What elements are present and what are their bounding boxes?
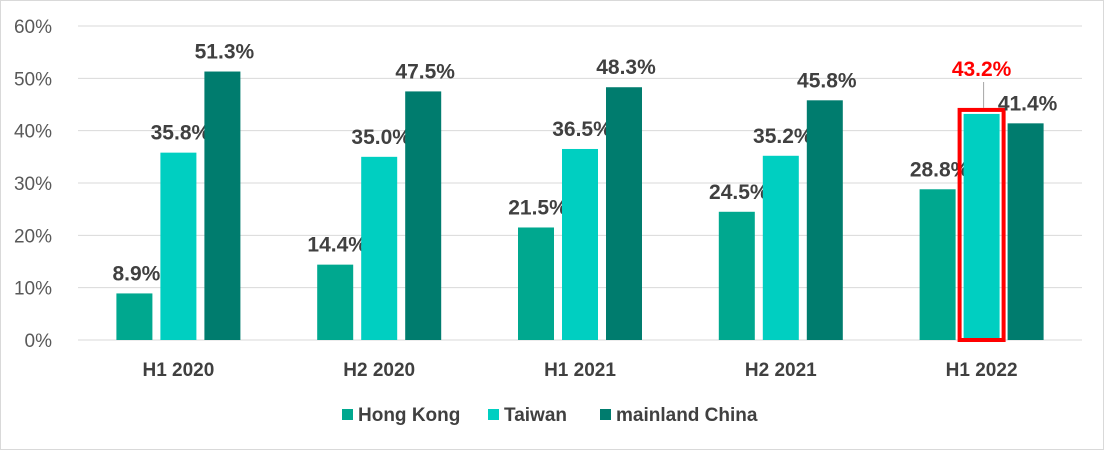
bar [317, 264, 354, 340]
data-label: 36.5% [552, 118, 612, 141]
x-tick-label: H1 2020 [142, 360, 214, 381]
bar [762, 155, 799, 340]
bar [405, 91, 442, 341]
bar [718, 211, 755, 340]
x-tick-label: H1 2022 [946, 360, 1018, 381]
data-label: 35.8% [151, 122, 211, 145]
data-label: 48.3% [596, 56, 656, 79]
y-tick-label: 0% [25, 331, 53, 352]
y-tick-label: 50% [14, 69, 52, 90]
data-label: 8.9% [112, 262, 160, 285]
data-label-highlight: 43.2% [952, 58, 1012, 81]
bar [919, 189, 956, 340]
y-tick-label: 30% [14, 174, 52, 195]
data-label: 28.8% [910, 158, 970, 181]
legend-label: Hong Kong [358, 405, 460, 426]
x-tick-label: H2 2021 [745, 360, 817, 381]
legend-swatch [488, 409, 499, 420]
legend-label: Taiwan [504, 405, 567, 426]
x-tick-label: H2 2020 [343, 360, 415, 381]
y-tick-label: 20% [14, 226, 52, 247]
y-tick-label: 60% [14, 17, 52, 38]
data-label: 47.5% [395, 60, 455, 83]
bar [606, 87, 642, 340]
bar [518, 227, 554, 340]
y-tick-label: 10% [14, 279, 52, 300]
data-label: 14.4% [307, 234, 367, 257]
bar [963, 113, 1000, 340]
bar [160, 152, 197, 340]
bar [1007, 123, 1044, 340]
bar [806, 100, 843, 341]
data-label: 24.5% [709, 181, 769, 204]
data-label: 35.2% [753, 125, 813, 148]
bar [562, 148, 598, 340]
bar [204, 71, 241, 340]
data-label: 51.3% [195, 41, 255, 64]
legend-swatch [342, 409, 353, 420]
data-label: 45.8% [797, 69, 857, 92]
y-tick-label: 40% [14, 122, 52, 143]
highlight-box [957, 107, 1006, 342]
data-label: 21.5% [508, 196, 568, 219]
data-label: 35.0% [351, 126, 411, 149]
data-label: 41.4% [998, 92, 1058, 115]
legend-label: mainland China [616, 405, 758, 426]
legend-swatch [600, 409, 611, 420]
x-tick-label: H1 2021 [544, 360, 616, 381]
bar [361, 156, 398, 340]
bar [116, 293, 153, 340]
